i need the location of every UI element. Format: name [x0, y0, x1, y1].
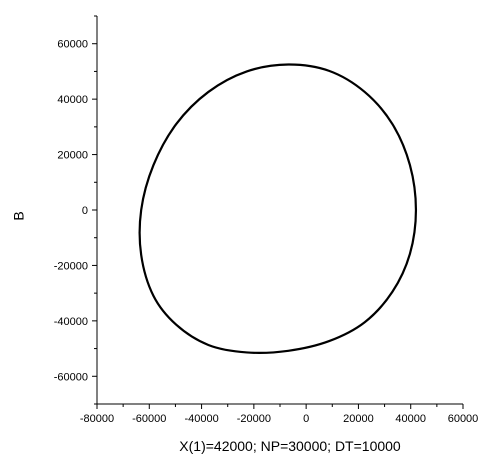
y-tick-label: -20000 — [54, 260, 88, 272]
x-tick-label: -20000 — [237, 413, 271, 425]
x-tick-label: 40000 — [395, 413, 426, 425]
plot-series — [138, 63, 418, 354]
y-tick-label: 20000 — [57, 150, 88, 162]
y-ticks: -60000 -40000 -20000 0 20000 40000 60000 — [54, 15, 97, 405]
series-line — [138, 63, 418, 354]
x-tick-label: -80000 — [80, 413, 114, 425]
x-tick-label: 0 — [303, 413, 309, 425]
axes — [96, 16, 463, 405]
x-ticks: -80000 -60000 -40000 -20000 0 20000 40000 60000 — [80, 404, 478, 425]
x-tick-label: 60000 — [448, 413, 479, 425]
x-tick-label: -40000 — [184, 413, 218, 425]
x-tick-label: 20000 — [343, 413, 374, 425]
x-tick-label: -60000 — [132, 413, 166, 425]
y-tick-label: 60000 — [57, 39, 88, 51]
y-tick-label: 40000 — [57, 94, 88, 106]
x-axis-label: X(1)=42000; NP=30000; DT=10000 — [179, 438, 401, 454]
y-axis-label: B — [11, 211, 27, 220]
y-tick-label: -40000 — [54, 316, 88, 328]
y-tick-label: 0 — [82, 205, 88, 217]
y-tick-label: -60000 — [54, 371, 88, 383]
